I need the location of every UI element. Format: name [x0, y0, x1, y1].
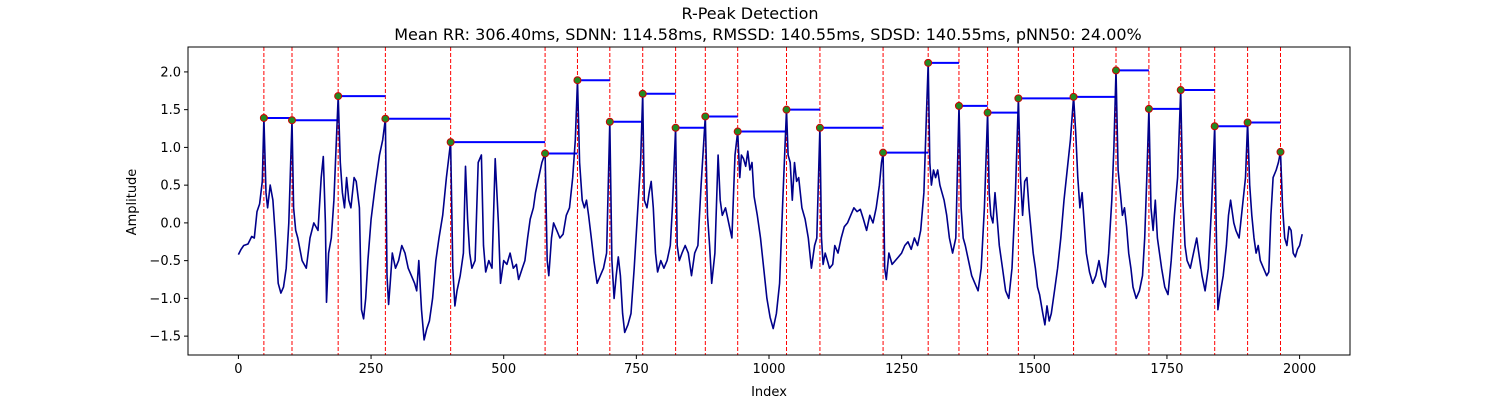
ecg-signal-line — [237, 62, 1303, 341]
y-tick-label: 1.5 — [160, 103, 181, 118]
y-tick-label: 1.0 — [160, 141, 181, 156]
r-peak-marker — [924, 58, 933, 67]
r-peak-marker — [782, 105, 791, 114]
x-tick-label: 750 — [624, 362, 649, 377]
r-peak-marker — [954, 101, 963, 110]
r-peak-marker — [259, 113, 268, 122]
y-axis-label: Amplitude — [125, 169, 140, 236]
r-peak-marker — [605, 117, 614, 126]
r-peak-marker — [1210, 122, 1219, 131]
y-axis-ticks: −1.5 −1.0 −0.5 0.0 0.5 1.0 1.5 2.0 — [149, 65, 188, 345]
x-tick-label: 1750 — [1150, 362, 1183, 377]
x-tick-label: 500 — [491, 362, 516, 377]
r-peak-marker — [1112, 66, 1121, 75]
y-tick-label: 0.0 — [160, 216, 181, 231]
x-axis-ticks: 0 250 500 750 1000 1250 1500 1750 2000 — [234, 355, 1316, 377]
signal-group — [237, 62, 1303, 341]
r-peak-marker — [983, 108, 992, 117]
r-peak-marker — [733, 127, 742, 136]
r-peak-marker — [334, 92, 343, 101]
x-tick-label: 1000 — [752, 362, 785, 377]
x-tick-label: 250 — [359, 362, 384, 377]
x-tick-label: 2000 — [1283, 362, 1316, 377]
r-peak-marker — [701, 112, 710, 121]
y-tick-label: 2.0 — [160, 65, 181, 80]
peak-markers — [259, 58, 1285, 158]
r-peak-marker — [638, 89, 647, 98]
y-tick-label: 0.5 — [160, 179, 181, 194]
y-tick-label: −1.5 — [149, 330, 181, 345]
peak-lines — [263, 47, 1281, 355]
r-peak-marker — [446, 138, 455, 147]
y-tick-label: −0.5 — [149, 254, 181, 269]
chart-subtitle: Mean RR: 306.40ms, SDNN: 114.58ms, RMSSD… — [394, 25, 1142, 44]
r-peak-marker — [573, 76, 582, 85]
r-peak-marker — [541, 149, 550, 158]
r-peak-marker — [879, 148, 888, 157]
r-peak-marker — [1176, 86, 1185, 95]
rr-segments — [263, 61, 1281, 155]
x-tick-label: 1250 — [885, 362, 918, 377]
chart-title: R-Peak Detection — [681, 4, 818, 23]
x-tick-label: 0 — [234, 362, 242, 377]
r-peak-marker — [287, 116, 296, 125]
r-peak-marker — [671, 123, 680, 132]
r-peak-marker — [1014, 94, 1023, 103]
r-peak-marker — [1069, 92, 1078, 101]
r-peak-marker — [1276, 147, 1285, 156]
r-peak-marker — [1243, 118, 1252, 127]
r-peak-marker — [381, 114, 390, 123]
x-axis-label: Index — [751, 385, 787, 400]
y-tick-label: −1.0 — [149, 292, 181, 307]
r-peak-marker — [1144, 104, 1153, 113]
x-tick-label: 1500 — [1018, 362, 1051, 377]
r-peak-marker — [815, 123, 824, 132]
